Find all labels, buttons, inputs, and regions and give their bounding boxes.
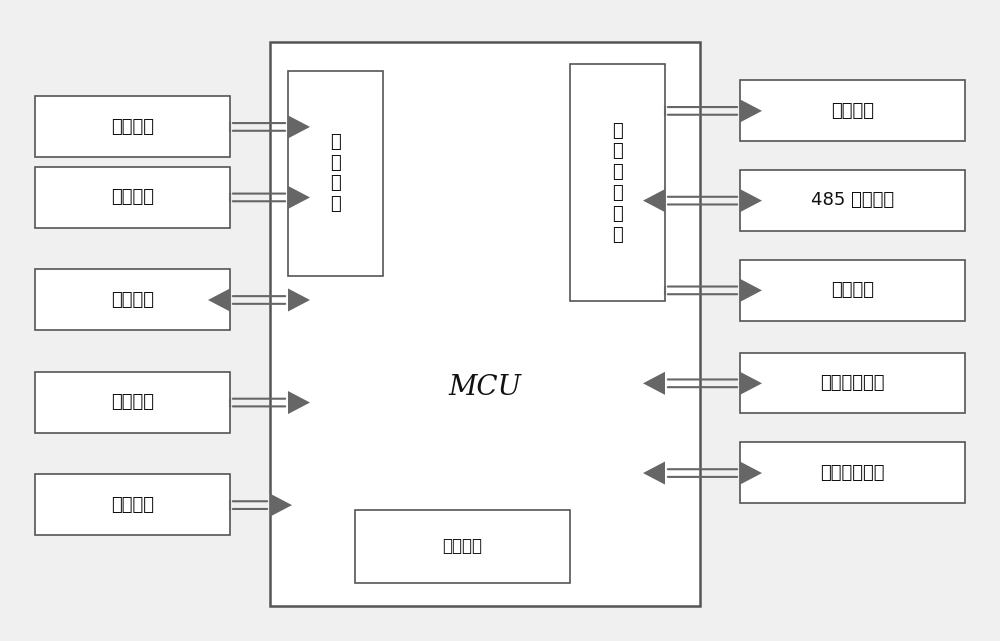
Text: 功能按键: 功能按键	[111, 393, 154, 412]
Bar	[35, 372, 230, 433]
Text: 计
量
单
元: 计 量 单 元	[330, 133, 341, 213]
Bar	[355, 510, 570, 583]
Polygon shape	[270, 494, 292, 517]
Text: MCU: MCU	[448, 374, 522, 401]
Bar	[35, 96, 230, 157]
Bar	[740, 353, 965, 413]
Polygon shape	[643, 189, 665, 212]
Bar	[35, 474, 230, 535]
Polygon shape	[740, 189, 762, 212]
Polygon shape	[288, 115, 310, 138]
Bar	[740, 80, 965, 141]
Bar	[35, 167, 230, 228]
Bar	[740, 260, 965, 320]
Polygon shape	[643, 462, 665, 485]
Polygon shape	[740, 279, 762, 302]
Polygon shape	[643, 372, 665, 395]
Text: 电流采样: 电流采样	[111, 188, 154, 206]
Bar	[288, 71, 383, 276]
Bar	[270, 42, 700, 606]
Text: 载波通信接口: 载波通信接口	[820, 374, 885, 392]
Polygon shape	[740, 462, 762, 485]
Text: 工作电源: 工作电源	[111, 495, 154, 514]
Bar	[740, 170, 965, 231]
Bar	[740, 442, 965, 503]
Polygon shape	[740, 99, 762, 122]
Text: 红外通信接口: 红外通信接口	[820, 463, 885, 482]
Text: 液晶显示: 液晶显示	[831, 101, 874, 120]
Polygon shape	[288, 391, 310, 414]
Polygon shape	[208, 288, 230, 312]
Polygon shape	[740, 372, 762, 395]
Bar	[570, 64, 665, 301]
Text: 485 通信接口: 485 通信接口	[811, 191, 894, 210]
Polygon shape	[288, 288, 310, 312]
Text: 时钟单元: 时钟单元	[442, 537, 482, 556]
Text: 液
晶
驱
动
单
元: 液 晶 驱 动 单 元	[612, 122, 623, 244]
Text: 电压采样: 电压采样	[111, 117, 154, 136]
Text: 脉冲输出: 脉冲输出	[831, 281, 874, 299]
Polygon shape	[288, 186, 310, 209]
Text: 数据存储: 数据存储	[111, 290, 154, 309]
Bar	[35, 269, 230, 330]
